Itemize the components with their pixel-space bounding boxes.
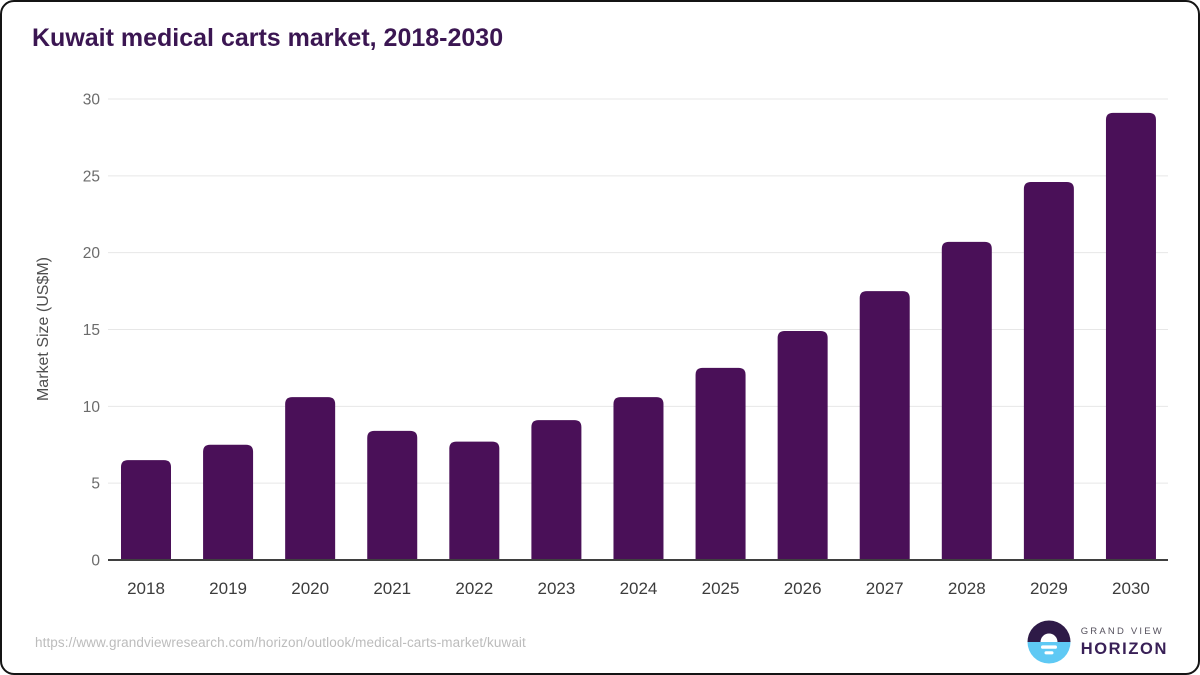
- x-tick-label: 2019: [209, 579, 247, 598]
- bar-2025: [695, 367, 746, 560]
- footer: https://www.grandviewresearch.com/horizo…: [2, 614, 1198, 670]
- x-tick-label: 2029: [1030, 579, 1068, 598]
- bar-2024: [613, 397, 664, 560]
- x-tick-label: 2027: [866, 579, 904, 598]
- bar-2018: [121, 460, 171, 560]
- bar-2023: [531, 420, 582, 560]
- bar-2020: [285, 397, 336, 560]
- brand-text: GRAND VIEW HORIZON: [1080, 625, 1168, 658]
- brand-name-bottom: HORIZON: [1080, 640, 1168, 658]
- horizon-logo-icon: [1027, 620, 1071, 664]
- bar-2029: [1023, 181, 1074, 561]
- x-tick-label: 2026: [784, 579, 822, 598]
- x-tick-label: 2024: [620, 579, 658, 598]
- y-tick-label: 5: [91, 476, 100, 493]
- x-tick-label: 2018: [127, 579, 165, 598]
- x-tick-label: 2022: [455, 579, 493, 598]
- y-tick-label: 30: [83, 92, 101, 109]
- bar-2019: [203, 444, 254, 560]
- brand-name-top: GRAND VIEW: [1080, 625, 1164, 637]
- source-url: https://www.grandviewresearch.com/horizo…: [35, 634, 526, 650]
- x-tick-label: 2028: [948, 579, 986, 598]
- bar-2030: [1105, 112, 1156, 560]
- y-tick-label: 10: [83, 399, 101, 416]
- y-tick-label: 20: [83, 245, 101, 262]
- brand-logo: GRAND VIEW HORIZON: [1027, 620, 1168, 664]
- y-tick-label: 25: [83, 168, 100, 185]
- bar-2021: [367, 430, 418, 560]
- x-tick-label: 2030: [1112, 579, 1150, 598]
- chart-title: Kuwait medical carts market, 2018-2030: [32, 24, 504, 52]
- bar-2026: [777, 331, 828, 560]
- bar-2027: [859, 291, 910, 560]
- y-axis-title: Market Size (US$M): [35, 257, 52, 401]
- x-tick-label: 2023: [537, 579, 575, 598]
- y-tick-label: 0: [91, 553, 100, 570]
- bar-2028: [941, 241, 992, 560]
- x-tick-label: 2025: [702, 579, 740, 598]
- y-tick-label: 15: [83, 322, 100, 339]
- x-tick-label: 2020: [291, 579, 329, 598]
- x-tick-label: 2021: [373, 579, 411, 598]
- bar-2022: [449, 441, 500, 560]
